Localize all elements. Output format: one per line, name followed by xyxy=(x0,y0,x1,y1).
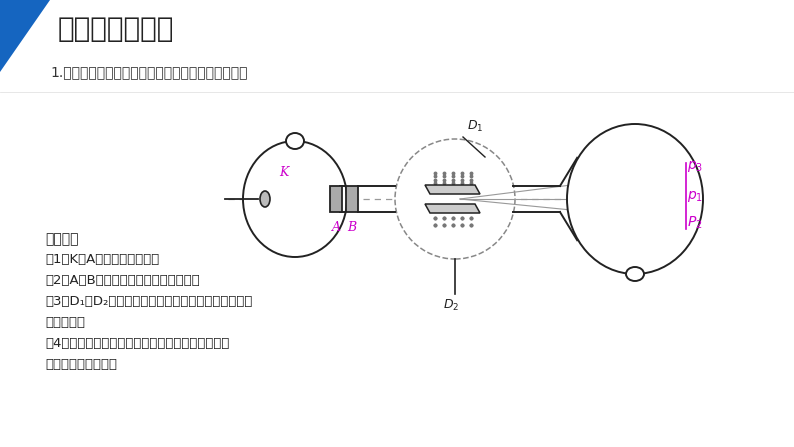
Polygon shape xyxy=(425,204,480,213)
Text: $D_2$: $D_2$ xyxy=(443,298,459,313)
Text: 和带电性质: 和带电性质 xyxy=(45,316,85,329)
Ellipse shape xyxy=(286,133,304,149)
Text: （4）药光屏显示阴极射线到达的位置，对阴极射线: （4）药光屏显示阴极射线到达的位置，对阴极射线 xyxy=(45,337,229,350)
Text: $D_1$: $D_1$ xyxy=(467,119,484,134)
Text: （1）K、A部分产生阴极射线: （1）K、A部分产生阴极射线 xyxy=(45,253,160,266)
Text: A: A xyxy=(332,221,341,234)
FancyBboxPatch shape xyxy=(330,186,342,212)
Text: K: K xyxy=(279,166,289,179)
Text: $p_3$: $p_3$ xyxy=(687,160,703,174)
Polygon shape xyxy=(425,185,480,194)
Ellipse shape xyxy=(626,267,644,281)
Polygon shape xyxy=(0,0,50,72)
Ellipse shape xyxy=(243,141,347,257)
Text: （3）D₁、D₂之间加电场或磁场检测阴极射线是否带电: （3）D₁、D₂之间加电场或磁场检测阴极射线是否带电 xyxy=(45,295,252,308)
Text: 的偏转做定量的测定: 的偏转做定量的测定 xyxy=(45,358,117,371)
FancyBboxPatch shape xyxy=(346,186,358,212)
Text: $P_2$: $P_2$ xyxy=(687,215,702,231)
Text: $p_1$: $p_1$ xyxy=(687,190,703,204)
Text: 实验装置: 实验装置 xyxy=(45,232,79,246)
Text: 一、电子的发现: 一、电子的发现 xyxy=(58,15,175,43)
Circle shape xyxy=(395,139,515,259)
Text: B: B xyxy=(348,221,357,234)
Text: （2）A、B只让水平运动的阴极射线通过: （2）A、B只让水平运动的阴极射线通过 xyxy=(45,274,200,287)
Text: 1.认识实验装置的作用，分析阴极射线的运动情况。: 1.认识实验装置的作用，分析阴极射线的运动情况。 xyxy=(50,65,248,79)
Ellipse shape xyxy=(567,124,703,274)
Ellipse shape xyxy=(260,191,270,207)
